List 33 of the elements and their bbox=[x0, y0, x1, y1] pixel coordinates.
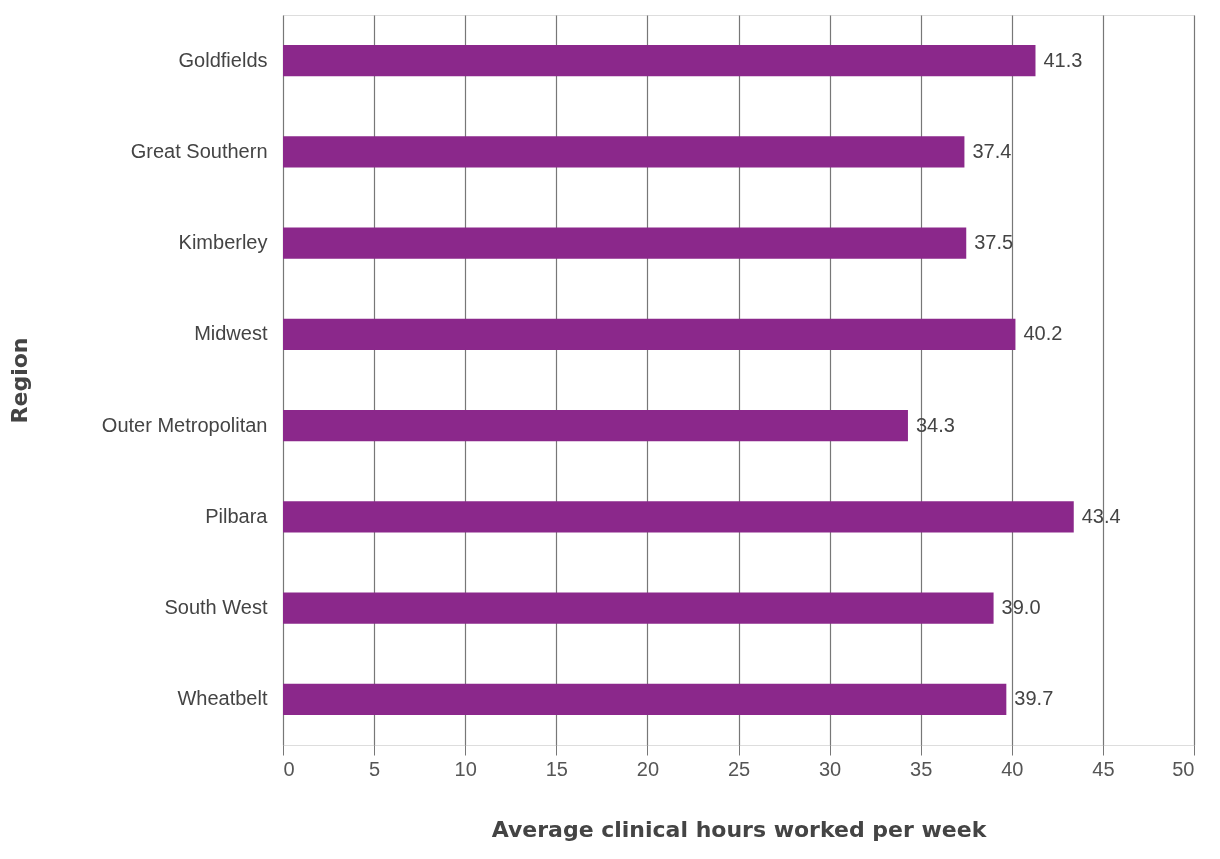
x-tick-label: 25 bbox=[727, 757, 751, 780]
bar bbox=[283, 683, 1007, 715]
bar bbox=[283, 45, 1036, 77]
x-tick-label: 10 bbox=[454, 757, 477, 780]
bar bbox=[283, 227, 967, 259]
x-tick-label: 35 bbox=[910, 757, 933, 780]
x-tick-label: 15 bbox=[545, 757, 568, 780]
bar bbox=[283, 501, 1074, 533]
y-tick-label: Wheatbelt bbox=[177, 687, 268, 710]
x-axis-title: Average clinical hours worked per week bbox=[491, 816, 988, 842]
bar bbox=[283, 410, 908, 442]
x-tick-label: 30 bbox=[818, 757, 842, 780]
y-tick-label: Kimberley bbox=[178, 231, 268, 254]
x-tick-label: 45 bbox=[1092, 757, 1115, 780]
y-axis-title: Region bbox=[6, 337, 32, 424]
y-tick-label: Pilbara bbox=[205, 504, 269, 527]
data-label: 37.4 bbox=[972, 139, 1012, 162]
data-label: 39.7 bbox=[1014, 687, 1054, 710]
y-tick-label: Outer Metropolitan bbox=[101, 413, 268, 436]
bar bbox=[283, 318, 1016, 350]
y-tick-label: South West bbox=[164, 596, 268, 619]
x-tick-label: 40 bbox=[1001, 757, 1024, 780]
x-tick-label: 50 bbox=[1172, 757, 1195, 780]
x-tick-label: 20 bbox=[636, 757, 660, 780]
data-label: 41.3 bbox=[1043, 48, 1083, 71]
bar bbox=[283, 592, 994, 624]
y-tick-label: Midwest bbox=[194, 322, 268, 345]
bar bbox=[283, 136, 965, 168]
y-tick-label: Goldfields bbox=[178, 48, 268, 71]
y-tick-label: Great Southern bbox=[130, 139, 268, 162]
x-tick-label: 0 bbox=[283, 757, 295, 780]
x-tick-label: 5 bbox=[369, 757, 381, 780]
data-label: 40.2 bbox=[1023, 322, 1063, 345]
